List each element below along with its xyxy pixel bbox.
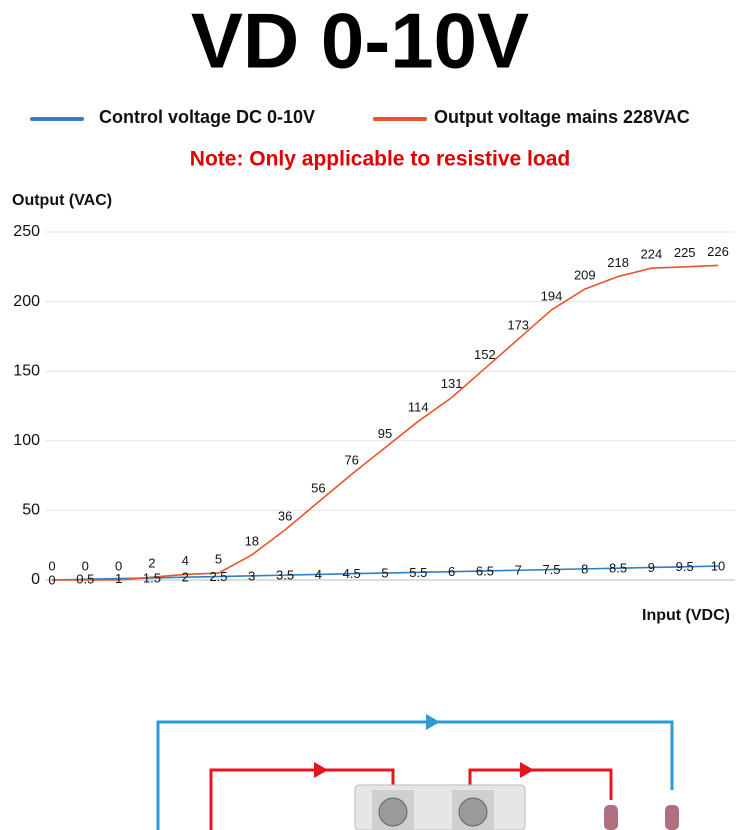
note: Note: Only applicable to resistive load [190,148,570,171]
data-label: 8 [581,561,588,576]
resistor [665,805,679,830]
wiring-diagram [156,714,679,830]
series-line [52,264,719,581]
data-label: 5 [215,551,222,566]
data-label: 152 [474,347,496,362]
data-label: 3.5 [276,568,294,583]
data-label: 2 [182,570,189,585]
data-label: 209 [574,268,596,283]
y-tick-label: 0 [31,571,40,588]
arrow [314,762,328,778]
data-label: 114 [408,400,429,415]
data-label: 0 [48,558,55,573]
y-tick-label: 250 [13,223,40,240]
data-label: 36 [278,508,292,523]
y-tick-label: 150 [13,362,40,379]
data-label: 0 [115,558,122,573]
data-label: 6.5 [476,563,494,578]
data-label: 194 [541,288,563,303]
y-tick-label: 50 [22,502,40,519]
data-label: 3 [248,568,255,583]
data-label: 1 [115,571,122,586]
data-label: 56 [311,480,325,495]
data-label: 5 [381,565,388,580]
load-wire [209,768,395,830]
data-label: 7 [515,563,522,578]
data-label: 95 [378,426,392,441]
y-tick-label: 100 [13,432,40,449]
data-label: 9.5 [676,559,694,574]
resistor [604,805,618,830]
data-label: 4 [315,567,322,582]
data-label: 7.5 [542,562,560,577]
page-title: VD 0-10V [191,0,529,85]
data-label: 6 [448,564,455,579]
data-label: 224 [641,247,663,262]
data-label: 4 [182,553,189,568]
data-label: 1.5 [143,570,161,585]
legend-label: Output voltage mains 228VAC [434,107,690,127]
control-wire [156,720,674,830]
arrow [426,714,440,730]
data-label: 8.5 [609,561,627,576]
y-tick-label: 200 [13,293,40,310]
load-wire [468,768,613,800]
data-label: 0 [82,558,89,573]
x-axis-title: Input (VDC) [642,607,730,624]
data-label: 2.5 [209,569,227,584]
legend-label: Control voltage DC 0-10V [99,107,315,127]
data-label: 10 [711,559,725,574]
data-label: 76 [344,453,358,468]
y-axis-title: Output (VAC) [12,192,112,209]
data-label: 0.5 [76,572,94,587]
data-label: 173 [507,318,529,333]
data-label: 4.5 [343,566,361,581]
series-line [51,565,719,581]
data-label: 9 [648,560,655,575]
data-label: 131 [441,376,463,391]
data-label: 218 [607,255,629,270]
data-label: 226 [707,244,729,259]
arrow [520,762,534,778]
screw [378,797,408,827]
data-label: 18 [245,533,259,548]
data-label: 0 [48,572,55,587]
data-label: 5.5 [409,565,427,580]
data-label: 2 [148,556,155,571]
screw [458,797,488,827]
data-label: 225 [674,245,696,260]
